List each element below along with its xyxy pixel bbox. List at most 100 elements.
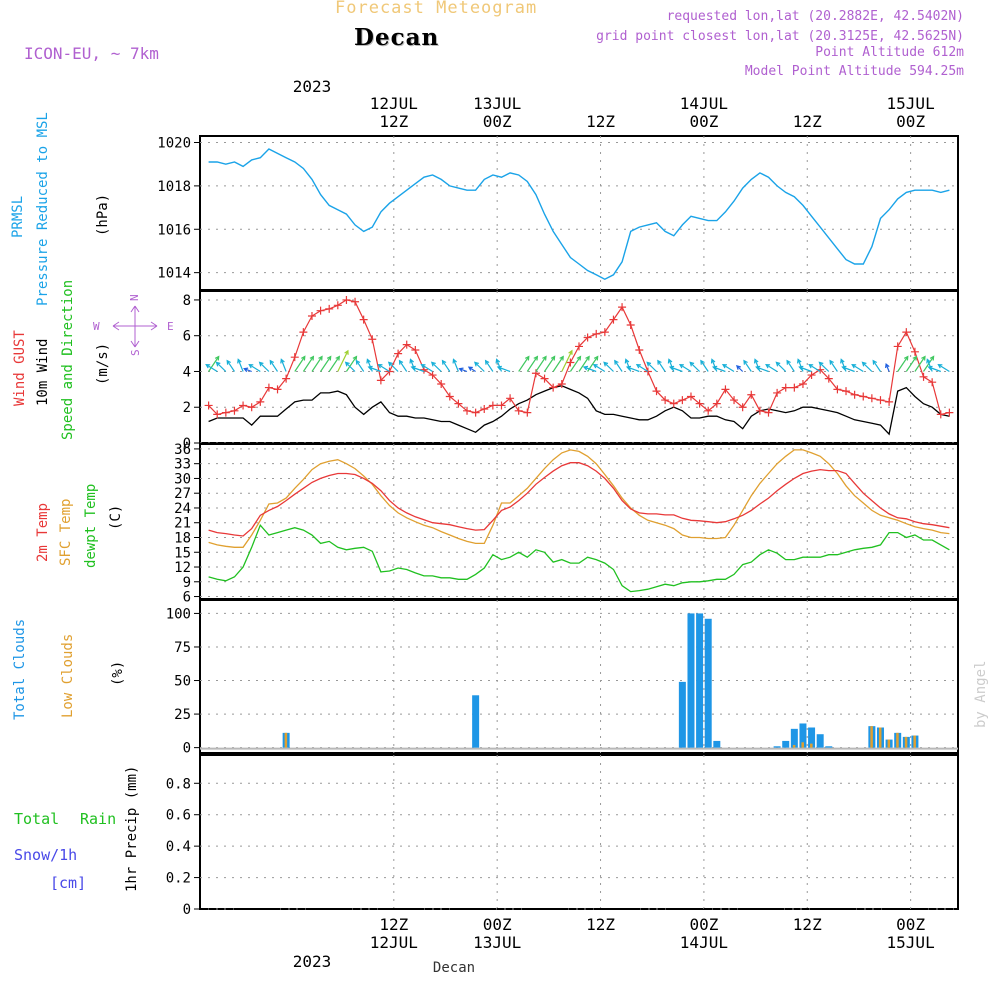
gust-marker: [842, 387, 851, 396]
gust-marker: [910, 347, 919, 356]
gust-marker: [325, 304, 334, 313]
gust-marker: [437, 379, 446, 388]
clouds-unit: (%): [110, 661, 126, 686]
compass-e: E: [167, 320, 174, 333]
ytick-label-precipitation: 0.4: [166, 839, 191, 855]
panel-frame-pressure: [199, 135, 959, 291]
wind-direction-arrow: [927, 365, 942, 373]
wind-direction-arrow: [700, 359, 709, 372]
gust-marker: [351, 297, 360, 306]
gust-marker: [419, 365, 428, 374]
total-cloud-bar: [825, 746, 833, 748]
wind-direction-arrow: [657, 359, 666, 372]
ytick-label-pressure: 1018: [157, 179, 191, 195]
bottom-date-label: 12JUL: [370, 933, 418, 952]
gust-marker: [523, 408, 532, 417]
total-cloud-bar: [782, 740, 790, 748]
ytick-label-precipitation: 0: [183, 902, 191, 918]
temp-unit: (C): [108, 505, 124, 530]
ytick-label-pressure: 1020: [157, 136, 191, 152]
wind-direction-arrow: [398, 359, 408, 372]
gust-marker: [712, 399, 721, 408]
wind-unit: (m/s): [95, 343, 111, 385]
ytick-label-precipitation: 0.6: [166, 808, 191, 824]
compass-rose-icon: N S W E: [93, 294, 174, 356]
ytick-label-temperature: 21: [174, 516, 191, 532]
wind-speed-line: [208, 385, 950, 436]
pressure-line: [208, 148, 950, 280]
watermark-text: by Angel: [973, 661, 989, 728]
wind-direction-arrow: [808, 363, 821, 373]
gust-marker: [506, 394, 515, 403]
wind-direction-arrow: [937, 363, 950, 373]
low-cloud-bar: [896, 732, 899, 748]
gust-marker: [540, 374, 549, 383]
gust-marker: [695, 399, 704, 408]
low-cloud-bar: [870, 726, 873, 748]
gust-marker: [445, 392, 454, 401]
panel-frame-temperature: [199, 443, 959, 600]
gust-marker: [333, 301, 342, 310]
compass-n: N: [128, 294, 141, 301]
total-cloud-bar: [790, 728, 798, 748]
pressure-label-prmsl: PRMSL: [10, 196, 26, 238]
total-clouds-label: Total Clouds: [12, 619, 28, 720]
wind-direction-arrow: [721, 363, 735, 373]
temp-2m-label: 2m Temp: [35, 503, 51, 562]
gust-marker: [497, 401, 506, 410]
gust-marker: [282, 374, 291, 383]
wind-direction-arrow: [258, 361, 270, 372]
gust-marker: [686, 392, 695, 401]
gust-marker: [850, 390, 859, 399]
gust-marker: [755, 406, 764, 415]
bottom-hour-label: 12Z: [793, 915, 822, 934]
wind-10m-label: 10m Wind: [35, 339, 51, 406]
ytick-label-wind: 6: [183, 329, 191, 345]
low-cloud-bar: [904, 736, 908, 748]
wind-direction-arrow: [237, 358, 244, 372]
gust-marker: [764, 408, 773, 417]
gust-marker: [721, 385, 730, 394]
total-cloud-bar: [799, 723, 807, 748]
wind-direction-arrow: [905, 355, 918, 372]
meteogram-title: Forecast Meteogram: [335, 0, 538, 18]
gust-marker: [480, 405, 489, 414]
point-altitude: Point Altitude 612m: [815, 45, 964, 60]
gust-marker: [928, 378, 937, 387]
ytick-label-clouds: 100: [166, 606, 191, 622]
low-clouds-label: Low Clouds: [60, 634, 76, 718]
wind-direction-arrow: [712, 365, 726, 373]
gust-marker: [945, 408, 954, 417]
gust-marker: [730, 396, 739, 405]
precip-snow-unit: [cm]: [50, 874, 86, 892]
gust-marker: [738, 403, 747, 412]
wind-direction-arrow: [765, 363, 778, 373]
gust-marker: [859, 392, 868, 401]
gust-marker: [833, 385, 842, 394]
wind-direction-arrow: [818, 361, 830, 372]
gust-marker: [885, 397, 894, 406]
gust-marker: [798, 379, 807, 388]
wind-direction-arrow: [458, 367, 468, 373]
gust-marker: [376, 376, 385, 385]
ytick-label-temperature: 12: [174, 560, 191, 576]
wind-direction-arrow: [861, 361, 873, 372]
gust-marker: [575, 342, 583, 351]
gust-marker: [463, 406, 472, 415]
wind-direction-arrow: [635, 363, 649, 373]
wind-direction-arrow: [786, 359, 795, 372]
total-cloud-bar: [713, 740, 721, 748]
gust-marker: [618, 303, 627, 312]
ytick-label-temperature: 9: [183, 575, 191, 591]
temp-sfc-label: SFC Temp: [58, 499, 74, 566]
total-cloud-bar: [773, 746, 781, 748]
gust-marker: [230, 406, 239, 415]
requested-coords: requested lon,lat (20.2882E, 42.5402N): [666, 9, 964, 24]
wind-direction-arrow: [625, 365, 640, 373]
bottom-date-label: 14JUL: [680, 933, 728, 952]
wind-direction-arrow: [578, 355, 590, 372]
gust-marker: [402, 340, 411, 349]
ytick-label-temperature: 6: [183, 590, 191, 606]
gust-marker: [411, 346, 420, 355]
